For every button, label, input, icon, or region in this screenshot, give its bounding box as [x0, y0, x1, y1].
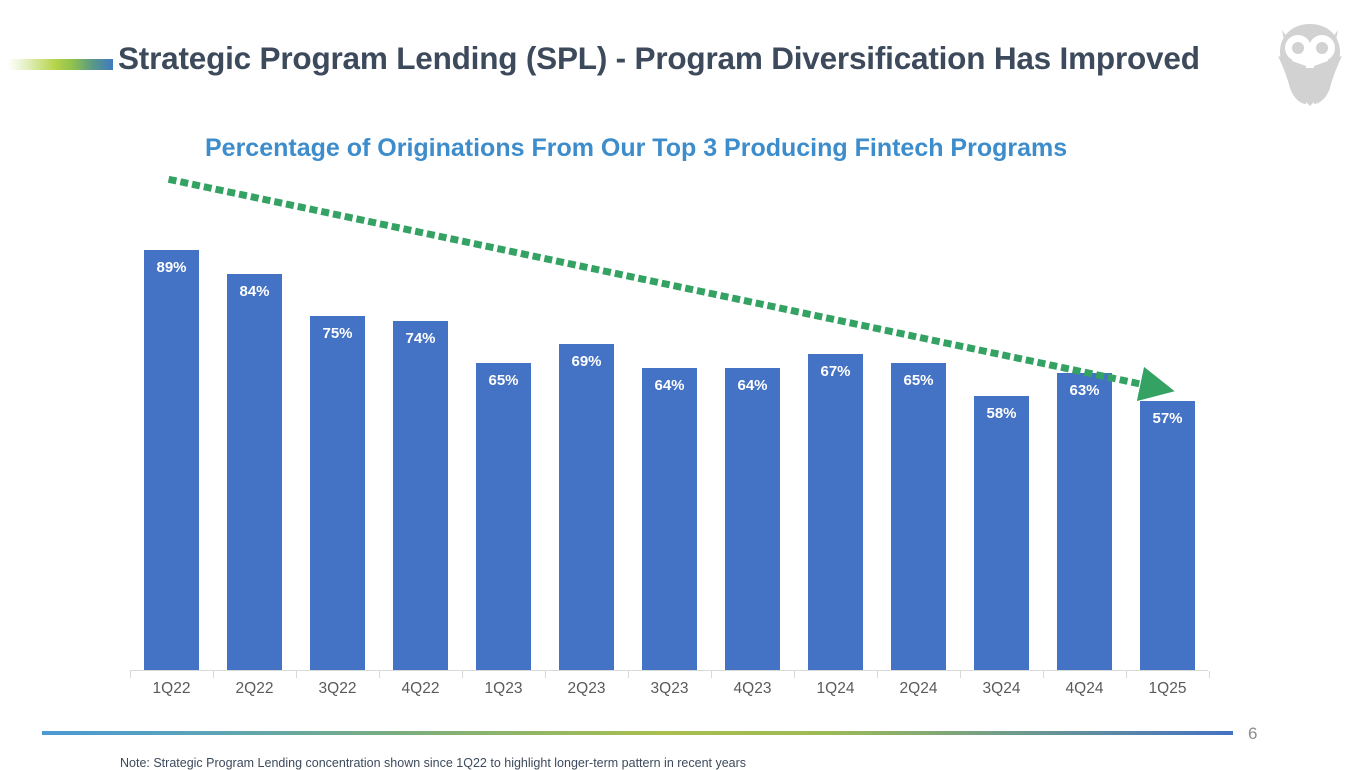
bar-value-label: 67% — [820, 363, 851, 380]
slide-footer: Note: Strategic Program Lending concentr… — [0, 718, 1365, 770]
x-axis-tick — [1043, 671, 1044, 678]
x-axis-tick — [130, 671, 131, 678]
bar-slot: 64% — [711, 198, 794, 670]
x-axis-category-label: 3Q23 — [650, 680, 689, 697]
page-title: Strategic Program Lending (SPL) - Progra… — [118, 40, 1200, 76]
x-axis-tick — [794, 671, 795, 678]
x-axis-tick — [711, 671, 712, 678]
x-axis-category-label: 2Q22 — [235, 680, 274, 697]
x-axis-tick — [1126, 671, 1127, 678]
bar[interactable]: 69% — [559, 344, 614, 670]
bar-value-label: 74% — [405, 330, 436, 347]
x-axis-tick — [379, 671, 380, 678]
footer-accent-bar — [42, 731, 1233, 735]
bar-slot: 63% — [1043, 198, 1126, 670]
chart-title: Percentage of Originations From Our Top … — [205, 134, 1068, 162]
bar[interactable]: 89% — [144, 250, 199, 670]
x-axis-tick — [462, 671, 463, 678]
bar-value-label: 64% — [737, 377, 768, 394]
bar-value-label: 75% — [322, 325, 353, 342]
x-axis-tick — [1209, 671, 1210, 678]
bar-value-label: 58% — [986, 405, 1017, 422]
x-axis-tick — [545, 671, 546, 678]
bar-value-label: 65% — [903, 372, 934, 389]
bar-slot: 74% — [379, 198, 462, 670]
x-axis-tick — [960, 671, 961, 678]
bar-value-label: 69% — [571, 353, 602, 370]
x-axis-tick — [296, 671, 297, 678]
x-axis-category-label: 4Q23 — [733, 680, 772, 697]
x-axis-category-label: 1Q22 — [152, 680, 191, 697]
bar[interactable]: 64% — [725, 368, 780, 670]
x-axis-category-label: 1Q23 — [484, 680, 523, 697]
bar-value-label: 64% — [654, 377, 685, 394]
bar-slot: 84% — [213, 198, 296, 670]
bar-value-label: 63% — [1069, 382, 1100, 399]
bar[interactable]: 67% — [808, 354, 863, 670]
chart-container: Percentage of Originations From Our Top … — [0, 118, 1365, 718]
bar[interactable]: 57% — [1140, 401, 1195, 670]
chart-plot-area: 89% 84% 75% 74% 65% 69% 64% 64% 67% 65% 58% 63% 57% — [130, 198, 1208, 670]
slide-header: Strategic Program Lending (SPL) - Progra… — [0, 0, 1365, 118]
bar-slot: 65% — [877, 198, 960, 670]
bar-value-label: 84% — [239, 283, 270, 300]
bar[interactable]: 63% — [1057, 373, 1112, 670]
x-axis-category-label: 3Q22 — [318, 680, 357, 697]
bar-value-label: 65% — [488, 372, 519, 389]
bar-slot: 65% — [462, 198, 545, 670]
bar-value-label: 57% — [1152, 410, 1183, 427]
x-axis-category-label: 4Q24 — [1065, 680, 1104, 697]
bar-slot: 57% — [1126, 198, 1209, 670]
bar-value-label: 89% — [156, 259, 187, 276]
title-accent-bar — [8, 59, 113, 70]
x-axis-category-label: 2Q24 — [899, 680, 938, 697]
x-axis-category-label: 1Q25 — [1148, 680, 1187, 697]
x-axis-category-label: 4Q22 — [401, 680, 440, 697]
x-axis-tick — [628, 671, 629, 678]
bar[interactable]: 75% — [310, 316, 365, 670]
bar-slot: 64% — [628, 198, 711, 670]
bar-slot: 67% — [794, 198, 877, 670]
bar[interactable]: 65% — [891, 363, 946, 670]
owl-logo — [1272, 18, 1348, 106]
bar-slot: 69% — [545, 198, 628, 670]
x-axis-category-label: 1Q24 — [816, 680, 855, 697]
footer-note: Note: Strategic Program Lending concentr… — [120, 756, 747, 770]
x-axis-tick — [877, 671, 878, 678]
bar-slot: 89% — [130, 198, 213, 670]
bar-slot: 58% — [960, 198, 1043, 670]
page-number: 6 — [1248, 724, 1258, 743]
bar[interactable]: 84% — [227, 274, 282, 670]
bar[interactable]: 65% — [476, 363, 531, 670]
bar[interactable]: 64% — [642, 368, 697, 670]
x-axis-line — [130, 670, 1208, 671]
bar[interactable]: 58% — [974, 396, 1029, 670]
x-axis-category-label: 2Q23 — [567, 680, 606, 697]
x-axis-category-label: 3Q24 — [982, 680, 1021, 697]
bar[interactable]: 74% — [393, 321, 448, 670]
x-axis-tick — [213, 671, 214, 678]
bar-slot: 75% — [296, 198, 379, 670]
